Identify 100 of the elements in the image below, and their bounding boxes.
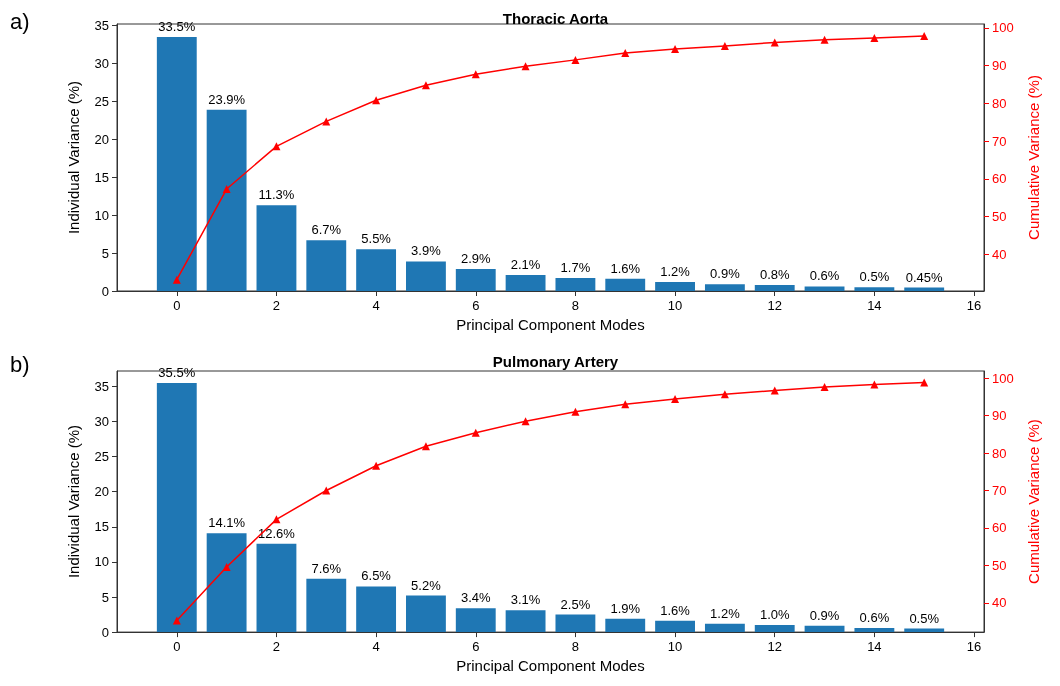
x-tick-label: 10	[667, 298, 683, 313]
data-label: 6.7%	[311, 222, 342, 238]
data-label: 2.9%	[460, 251, 492, 266]
y2-tick-label: 70	[992, 133, 1007, 149]
point	[720, 390, 729, 399]
point	[920, 32, 929, 41]
y2-tick-label: 80	[992, 445, 1007, 461]
x-tick-label: 14	[867, 639, 882, 655]
bar	[655, 620, 695, 633]
point	[172, 275, 181, 284]
data-label: 0.5%	[909, 610, 940, 626]
y-tick-label: 0	[101, 283, 109, 299]
point	[222, 562, 231, 571]
bar	[156, 36, 197, 291]
x-tick-label: 6	[472, 298, 480, 313]
y2-tick-label: 50	[992, 557, 1007, 573]
data-label: 14.1%	[208, 515, 246, 531]
y-tick-label: 15	[94, 519, 109, 535]
y-tick-label: 20	[94, 484, 109, 500]
text: b)	[10, 351, 30, 377]
bar	[854, 627, 895, 633]
point	[571, 407, 580, 416]
bar	[505, 610, 546, 633]
data-label: 0.9%	[710, 266, 741, 282]
chart-title: Thoracic Aorta	[502, 10, 609, 27]
data-label: 1.9%	[610, 600, 641, 616]
point	[820, 35, 829, 44]
point	[671, 44, 680, 53]
y2-tick-label: 100	[992, 20, 1014, 36]
bar	[704, 284, 745, 291]
y-tick-label: 5	[101, 589, 109, 605]
y2-tick-label: 70	[992, 483, 1007, 498]
point	[521, 62, 530, 71]
bar	[256, 543, 297, 633]
bar	[854, 287, 895, 291]
y-tick-label: 25	[94, 449, 109, 465]
data-label: 0.5%	[859, 269, 890, 285]
y-tick-label: 30	[94, 414, 109, 430]
data-label: 3.4%	[460, 590, 492, 606]
data-label: 0.6%	[809, 268, 840, 284]
point	[421, 442, 430, 451]
bar	[455, 608, 496, 633]
x-axis-title: Principal Component Modes	[456, 657, 645, 674]
data-label: 35.5%	[158, 364, 196, 380]
bar	[804, 625, 845, 633]
bar	[655, 281, 695, 291]
point	[820, 383, 829, 392]
data-label: 2.5%	[560, 596, 591, 612]
y2-tick-label: 90	[992, 58, 1007, 74]
point	[920, 378, 929, 387]
x-tick-label: 14	[867, 298, 882, 313]
x-tick-label: 10	[667, 639, 683, 655]
y-tick-label: 20	[94, 131, 109, 147]
bar	[156, 382, 197, 633]
bar	[206, 533, 247, 633]
y2-tick-label: 40	[992, 246, 1007, 262]
data-label: 1.0%	[759, 607, 790, 623]
y-tick-label: 0	[101, 624, 109, 640]
x-tick-label: 16	[966, 639, 982, 655]
bar	[406, 595, 446, 633]
point	[571, 55, 580, 64]
y-tick-label: 10	[94, 554, 109, 570]
data-label: 33.5%	[158, 18, 196, 34]
data-label: 2.1%	[510, 257, 541, 273]
bar	[455, 269, 496, 291]
point	[372, 461, 381, 470]
y-tick-label: 15	[94, 169, 109, 185]
x-tick-label: 6	[472, 639, 480, 655]
point	[272, 515, 281, 524]
y2-tick-label: 90	[992, 408, 1007, 424]
chart-title: Pulmonary Artery	[492, 353, 619, 370]
y-tick-label: 30	[94, 55, 109, 71]
y-tick-label: 35	[94, 18, 109, 34]
bar	[555, 278, 596, 291]
data-label: 5.5%	[361, 231, 392, 247]
x-tick-label: 12	[767, 298, 782, 313]
x-tick-label: 8	[571, 298, 580, 313]
data-label: 0.8%	[759, 266, 790, 282]
point	[471, 428, 480, 437]
bar	[306, 240, 347, 291]
point	[222, 185, 231, 194]
bar	[505, 275, 546, 291]
bar	[754, 625, 795, 633]
bar	[356, 586, 397, 633]
bar	[605, 618, 646, 633]
y2-tick-label: 60	[992, 171, 1007, 187]
point	[521, 417, 530, 426]
x-tick-label: 16	[966, 298, 982, 313]
y2-tick-label: 40	[992, 595, 1007, 611]
data-label: 3.1%	[510, 592, 541, 608]
x-tick-label: 4	[372, 298, 380, 313]
data-label: 0.45%	[905, 269, 944, 285]
bar	[704, 623, 745, 633]
text: a)	[10, 8, 30, 34]
y2-axis-title: Cumulative Variance (%)	[1025, 75, 1042, 240]
data-label: 0.6%	[859, 609, 890, 625]
data-label: 3.9%	[411, 243, 442, 259]
bar	[555, 614, 596, 633]
y-axis-title: Individual Variance (%)	[65, 80, 82, 235]
data-label: 1.6%	[610, 260, 641, 276]
